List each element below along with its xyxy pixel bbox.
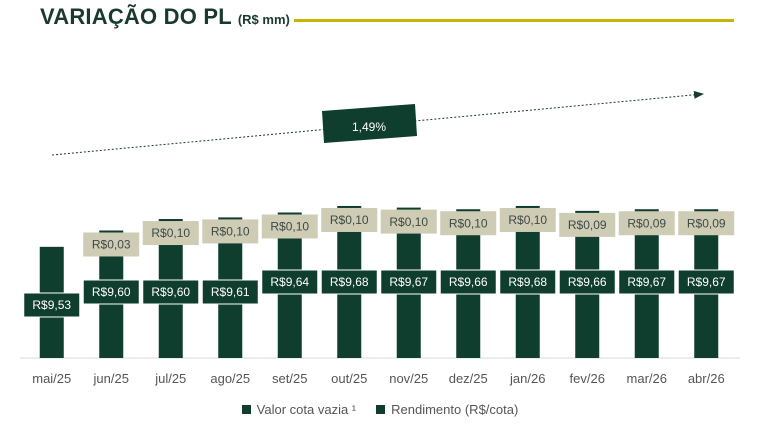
growth-annotation-box	[322, 104, 417, 143]
value-label-box	[380, 269, 438, 295]
income-label-text: R$0,10	[508, 213, 547, 227]
income-label-box	[321, 207, 378, 232]
pl-variation-chart: 1,49% R$9,53 mai/25 R$9,60 R$0,03 jun/25 R$9,6…	[20, 90, 740, 386]
x-tick-label: dez/25	[449, 371, 488, 386]
x-tick-label: set/25	[272, 371, 307, 386]
value-label-text: R$9,61	[211, 285, 250, 299]
income-label-text: R$0,10	[449, 216, 488, 230]
value-label-text: R$9,66	[449, 275, 488, 289]
value-label-text: R$9,60	[92, 285, 131, 299]
income-label-text: R$0,10	[330, 213, 369, 227]
income-label-box	[380, 209, 437, 234]
income-label-box	[261, 214, 318, 239]
trend-arrow	[51, 90, 704, 156]
x-tick-label: fev/26	[570, 371, 605, 386]
value-label-text: R$9,67	[627, 275, 666, 289]
title-underline	[294, 19, 734, 22]
income-label-box	[440, 211, 497, 236]
legend-item-rendimento: Rendimento (R$/cota)	[376, 402, 518, 417]
income-label-box	[142, 221, 199, 246]
value-label-text: R$9,60	[151, 285, 190, 299]
value-label-text: R$9,66	[568, 275, 607, 289]
value-label-text: R$9,53	[32, 298, 71, 312]
x-tick-label: nov/25	[389, 371, 428, 386]
x-tick-label: abr/26	[688, 371, 725, 386]
legend-item-valor-cota: Valor cota vazia ¹	[241, 402, 357, 417]
income-label-box	[499, 207, 556, 232]
value-label-box	[677, 269, 735, 295]
x-tick-label: mai/25	[32, 371, 71, 386]
income-label-text: R$0,10	[151, 226, 190, 240]
income-label-text: R$0,03	[92, 238, 131, 252]
income-label-text: R$0,09	[687, 216, 726, 230]
value-label-box	[439, 269, 497, 295]
value-label-text: R$9,64	[270, 275, 309, 289]
legend-label-rendimento: Rendimento (R$/cota)	[391, 402, 519, 417]
value-label-box	[499, 269, 557, 295]
chart-legend: Valor cota vazia ¹ Rendimento (R$/cota)	[0, 402, 760, 417]
value-label-text: R$9,67	[687, 275, 726, 289]
x-tick-label: mar/26	[627, 371, 667, 386]
chart-title-group: VARIAÇÃO DO PL (R$ mm)	[40, 4, 290, 36]
x-tick-label: jun/25	[93, 371, 129, 386]
value-label-box	[82, 279, 140, 305]
value-label-text: R$9,67	[389, 275, 428, 289]
x-tick-label: jan/26	[509, 371, 545, 386]
legend-swatch-valor-cota	[241, 405, 251, 414]
income-label-text: R$0,09	[627, 216, 666, 230]
value-label-box	[201, 279, 259, 305]
income-label-text: R$0,09	[568, 218, 607, 232]
value-label-box	[320, 269, 378, 295]
growth-annotation-text: 1,49%	[352, 120, 386, 134]
income-label-box	[559, 212, 616, 237]
x-tick-label: out/25	[331, 371, 367, 386]
x-tick-label: ago/25	[210, 371, 250, 386]
income-label-box	[678, 211, 735, 236]
income-label-text: R$0,10	[211, 225, 250, 239]
income-label-box	[618, 211, 675, 236]
income-label-box	[202, 219, 259, 244]
value-label-box	[23, 292, 81, 318]
value-label-box	[618, 269, 676, 295]
chart-title-unit: (R$ mm)	[237, 12, 290, 27]
value-label-text: R$9,68	[330, 275, 369, 289]
chart-title: VARIAÇÃO DO PL	[40, 4, 232, 29]
x-tick-label: jul/25	[154, 371, 186, 386]
value-label-text: R$9,68	[508, 275, 547, 289]
value-label-box	[142, 279, 200, 305]
value-label-box	[261, 269, 319, 295]
legend-swatch-rendimento	[376, 405, 386, 414]
income-label-text: R$0,10	[270, 220, 309, 234]
income-label-text: R$0,10	[389, 215, 428, 229]
value-label-box	[558, 269, 616, 295]
income-label-box	[83, 232, 140, 257]
legend-label-valor-cota: Valor cota vazia ¹	[256, 402, 357, 417]
